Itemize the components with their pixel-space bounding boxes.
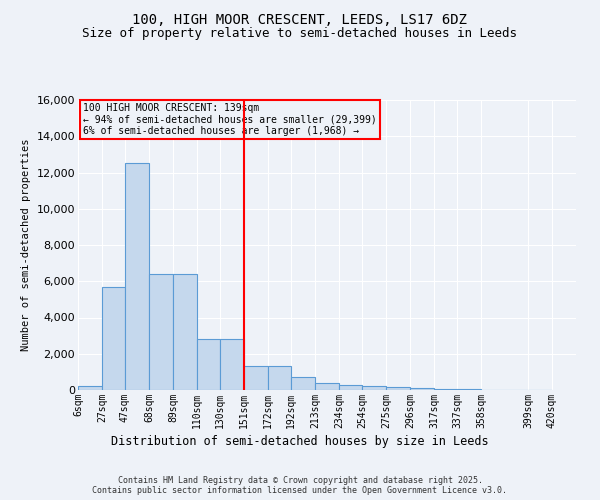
Text: 100 HIGH MOOR CRESCENT: 139sqm
← 94% of semi-detached houses are smaller (29,399: 100 HIGH MOOR CRESCENT: 139sqm ← 94% of …	[83, 103, 377, 136]
Bar	[315, 383, 339, 390]
Bar	[220, 339, 244, 390]
Bar	[197, 339, 220, 390]
Text: Distribution of semi-detached houses by size in Leeds: Distribution of semi-detached houses by …	[111, 435, 489, 448]
Y-axis label: Number of semi-detached properties: Number of semi-detached properties	[21, 138, 31, 352]
Bar	[125, 164, 149, 390]
Bar	[339, 384, 362, 390]
Text: Size of property relative to semi-detached houses in Leeds: Size of property relative to semi-detach…	[83, 28, 517, 40]
Bar	[386, 388, 410, 390]
Bar	[434, 389, 457, 390]
Bar	[149, 274, 173, 390]
Bar	[102, 286, 125, 390]
Bar	[268, 366, 291, 390]
Bar	[362, 386, 386, 390]
Text: Contains HM Land Registry data © Crown copyright and database right 2025.
Contai: Contains HM Land Registry data © Crown c…	[92, 476, 508, 495]
Bar	[78, 386, 102, 390]
Text: 100, HIGH MOOR CRESCENT, LEEDS, LS17 6DZ: 100, HIGH MOOR CRESCENT, LEEDS, LS17 6DZ	[133, 12, 467, 26]
Bar	[173, 274, 197, 390]
Bar	[244, 366, 268, 390]
Bar	[291, 378, 315, 390]
Bar	[410, 388, 434, 390]
